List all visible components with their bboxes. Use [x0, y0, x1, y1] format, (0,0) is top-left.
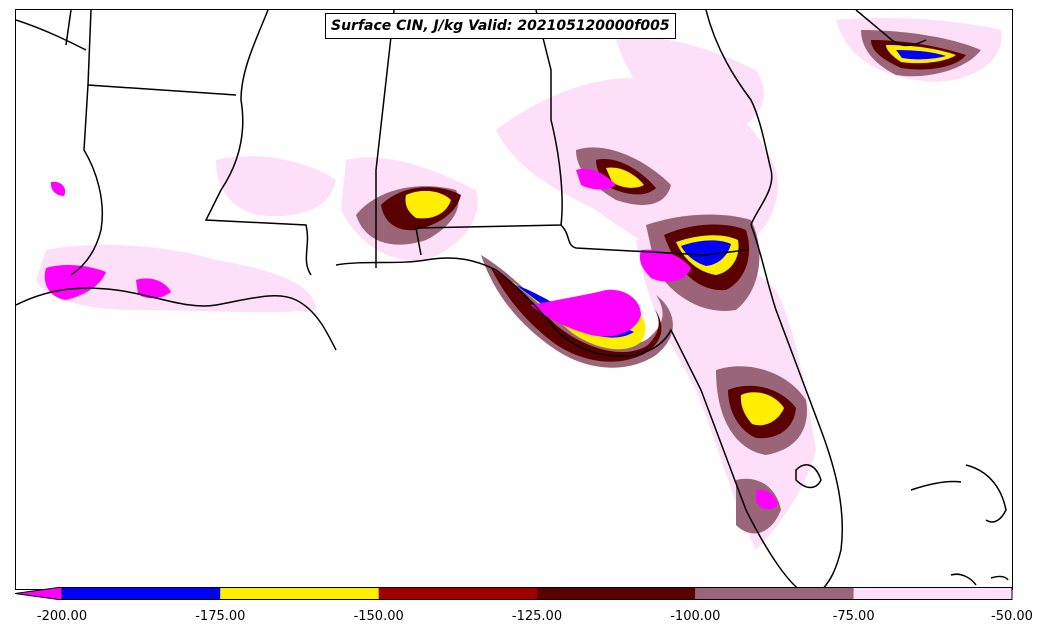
- state-and-coast-outlines: [16, 10, 1009, 589]
- colorbar-outline: [61, 587, 1013, 600]
- colorbar-tick-label: -100.00: [670, 609, 721, 624]
- colorbar: [15, 587, 1013, 600]
- colorbar-tick-label: -50.00: [991, 609, 1033, 624]
- colorbar-bin-5: [853, 587, 1012, 600]
- colorbar-tick-label: -175.00: [195, 609, 246, 624]
- cin-magenta-regions: [44, 168, 778, 510]
- colorbar-tick-label: -200.00: [36, 609, 88, 624]
- colorbar-bin-1: [220, 587, 379, 600]
- colorbar-tick-label: -150.00: [353, 609, 404, 624]
- colorbar-bin-0: [62, 587, 221, 600]
- colorbar-bins: [62, 587, 1012, 600]
- colorbar-tick-label: -75.00: [832, 609, 875, 624]
- map-canvas: [16, 10, 1009, 589]
- colorbar-bin-4: [695, 587, 854, 600]
- colorbar-extend-min: [15, 587, 63, 600]
- colorbar-bin-3: [537, 587, 696, 600]
- map-title: Surface CIN, J/kg Valid: 202105120000f00…: [325, 13, 676, 39]
- colorbar-tick-label: -125.00: [511, 609, 563, 624]
- map-panel: [15, 9, 1013, 590]
- colorbar-bin-2: [378, 587, 537, 600]
